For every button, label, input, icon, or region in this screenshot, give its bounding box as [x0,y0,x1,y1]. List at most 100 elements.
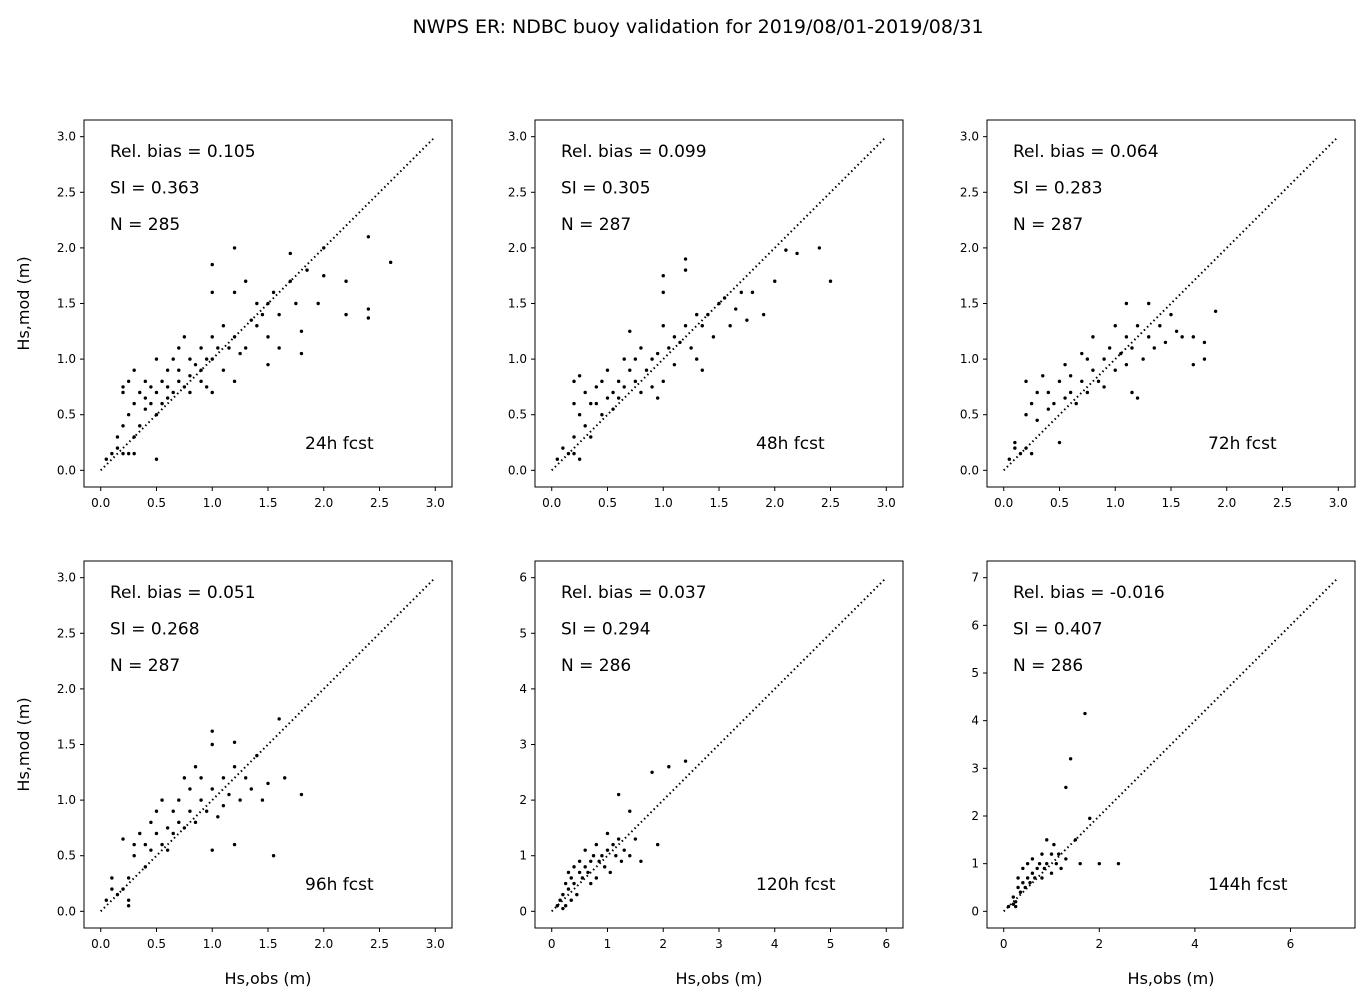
y-tick-label: 2.0 [508,241,527,255]
data-point [193,820,198,825]
data-point [299,329,304,334]
data-point [149,385,153,389]
data-point [1041,374,1045,378]
data-point [299,351,304,356]
data-point [1119,351,1123,356]
data-point [1049,852,1054,856]
y-tick-label: 1.5 [508,297,527,311]
data-point [154,413,159,417]
data-point [661,273,665,278]
data-point [622,385,626,389]
y-tick-label: 6 [971,618,979,632]
data-point [277,717,281,721]
data-point [388,260,393,265]
data-point [154,831,159,836]
data-point [1037,861,1042,866]
y-tick-label: 2.0 [57,241,76,255]
y-tick-label: 4 [519,682,527,696]
data-point [689,346,693,350]
data-point [605,368,610,372]
data-point [132,842,136,847]
y-tick-label: 1 [971,857,979,871]
data-point [204,357,209,361]
data-point [104,457,109,461]
x-tick-label: 2.5 [1273,496,1292,510]
data-point [165,385,170,389]
data-point [249,787,253,791]
data-point [210,262,214,267]
data-point [232,246,237,250]
data-point [572,435,576,439]
data-point [661,290,665,295]
data-point [1080,379,1084,384]
data-point [1088,816,1092,821]
data-point [1063,396,1067,400]
data-point [795,251,799,256]
y-tick-label: 4 [971,714,979,728]
y-tick-label: 1 [519,849,527,863]
data-point [594,401,599,406]
data-point [1007,457,1012,461]
y-tick-label: 1.5 [57,297,76,311]
data-point [633,837,638,841]
y-tick-label: 3.0 [508,130,527,144]
stats-annotation: N = 286 [1013,656,1083,676]
data-point [706,312,710,317]
x-tick-label: 1.5 [258,937,277,951]
data-point [1018,451,1023,456]
data-point [182,826,187,830]
data-point [199,346,203,350]
data-point [1024,446,1028,450]
data-point [1046,390,1051,395]
data-point [1083,711,1087,716]
x-tick-label: 2.5 [370,496,389,510]
data-point [277,346,281,350]
x-tick-label: 2 [1095,937,1103,951]
data-point [1046,407,1051,411]
y-tick-label: 2.5 [508,185,527,199]
data-point [182,335,187,339]
data-point [661,379,665,384]
y-tick-label: 2.5 [960,185,979,199]
x-tick-label: 4 [1191,937,1199,951]
data-point [188,809,192,813]
y-axis-label: Hs,mod (m) [14,697,33,791]
data-point [221,776,226,780]
forecast-label: 48h fcst [756,434,825,454]
data-point [232,740,237,744]
x-tick-label: 0.5 [147,496,166,510]
data-point [1035,390,1039,395]
data-point [165,826,170,830]
data-point [344,312,348,317]
data-point [210,335,214,339]
data-point [182,385,187,389]
x-tick-label: 1.0 [203,496,222,510]
data-point [597,859,601,863]
data-point [143,865,148,869]
data-point [126,876,131,880]
data-point [577,413,582,417]
data-point [344,279,348,283]
x-tick-label: 1.0 [654,496,673,510]
data-point [210,290,214,295]
data-point [266,335,270,339]
y-tick-label: 1.0 [960,352,979,366]
data-point [110,451,114,456]
data-point [563,881,568,886]
data-point [154,457,159,461]
y-tick-label: 2.5 [57,185,76,199]
data-point [171,809,175,813]
data-point [165,368,170,372]
stats-annotation: Rel. bias = 0.064 [1013,142,1159,162]
x-tick-label: 1 [604,937,612,951]
subplot-5: 0 1 2 3 4 5 6 0 1 2 3 4 5 6 Rel. bias = 0.037 SI = 0.29… [519,560,904,988]
x-tick-label: 0.0 [91,496,110,510]
data-point [1040,852,1044,856]
data-point [700,368,704,372]
data-point [121,451,125,456]
y-tick-label: 6 [519,571,527,585]
data-point [188,787,192,791]
data-point [605,831,610,836]
data-point [1035,866,1039,871]
